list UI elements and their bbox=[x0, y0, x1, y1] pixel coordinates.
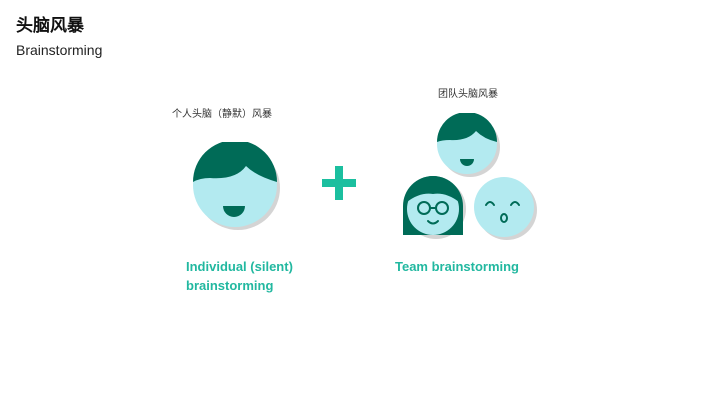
team-left-smile bbox=[427, 220, 439, 225]
team-top-hair bbox=[437, 113, 497, 142]
individual-caption: 个人头脑（静默）风暴 bbox=[172, 109, 272, 120]
individual-label: Individual (silent) brainstorming bbox=[186, 257, 336, 295]
individual-label-line1: Individual (silent) bbox=[186, 259, 293, 274]
team-left-bangs bbox=[407, 176, 459, 202]
team-right-eye-left bbox=[485, 201, 495, 206]
team-top-mouth bbox=[460, 159, 474, 166]
team-label: Team brainstorming bbox=[395, 259, 520, 274]
team-right-eye-right bbox=[510, 201, 520, 206]
plus-icon bbox=[322, 166, 356, 200]
team-right-mouth bbox=[500, 213, 508, 223]
title-chinese: 头脑风暴 bbox=[16, 16, 84, 36]
team-caption: 团队头脑风暴 bbox=[438, 89, 498, 100]
individual-face-mouth bbox=[223, 206, 245, 217]
plus-vertical bbox=[335, 166, 343, 200]
individual-face-icon bbox=[193, 142, 280, 230]
team-member-top-icon bbox=[437, 113, 500, 177]
team-member-right-icon bbox=[474, 177, 537, 240]
title-english: Brainstorming bbox=[16, 42, 103, 58]
individual-face-hair bbox=[193, 142, 277, 182]
individual-label-line2: brainstorming bbox=[186, 278, 274, 293]
team-member-left-icon bbox=[403, 176, 466, 239]
team-right-head bbox=[474, 177, 534, 237]
